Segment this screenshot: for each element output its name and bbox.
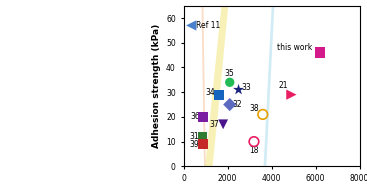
Y-axis label: Adhesion strength (kPa): Adhesion strength (kPa) — [152, 24, 160, 148]
Text: 21: 21 — [279, 81, 288, 91]
Point — [251, 140, 257, 143]
Point — [317, 51, 323, 54]
Ellipse shape — [182, 0, 224, 189]
Text: 34: 34 — [206, 88, 215, 97]
Text: this work: this work — [277, 43, 312, 52]
Point — [199, 135, 205, 138]
Text: 31: 31 — [189, 132, 199, 141]
Text: 36: 36 — [190, 112, 200, 121]
Point — [236, 88, 241, 91]
Text: 32: 32 — [233, 100, 242, 109]
Point — [260, 113, 266, 116]
Point — [188, 24, 194, 27]
Text: 18: 18 — [249, 146, 259, 155]
Point — [288, 93, 294, 96]
Text: Ref 11: Ref 11 — [196, 21, 220, 30]
Text: 39: 39 — [190, 139, 200, 149]
Text: 33: 33 — [241, 83, 251, 92]
Point — [216, 93, 222, 96]
Text: 38: 38 — [250, 104, 259, 113]
X-axis label: Maximum strain (%): Maximum strain (%) — [220, 188, 323, 189]
Text: 37: 37 — [210, 120, 219, 129]
Text: 35: 35 — [225, 69, 235, 78]
Point — [200, 115, 206, 118]
Point — [227, 81, 233, 84]
Point — [220, 123, 226, 126]
Ellipse shape — [190, 0, 239, 189]
Point — [227, 103, 233, 106]
Ellipse shape — [232, 0, 302, 189]
Point — [200, 143, 206, 146]
